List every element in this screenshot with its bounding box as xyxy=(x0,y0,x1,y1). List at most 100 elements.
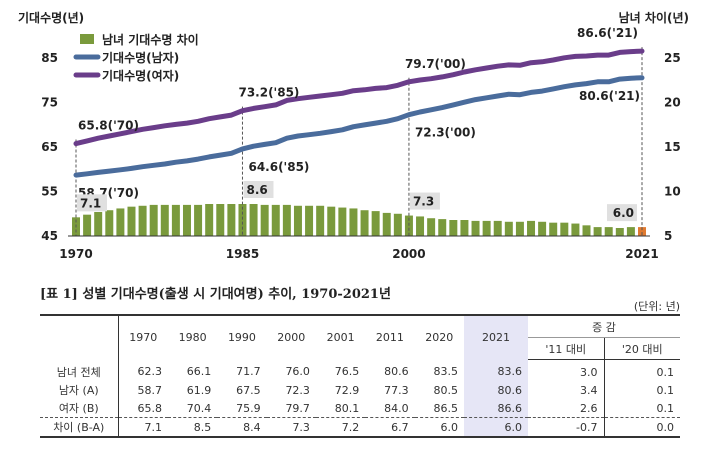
table-cell: 79.7 xyxy=(285,401,310,415)
gap-bar xyxy=(271,204,280,236)
gap-bar xyxy=(416,216,425,236)
gap-bar xyxy=(482,220,491,236)
change-col-header: '11 대비 xyxy=(528,337,604,360)
x-tick-label: 2000 xyxy=(392,247,425,261)
gap-bar xyxy=(116,208,125,236)
table-cell: 80.6 xyxy=(464,381,528,399)
year-header: 1980 xyxy=(167,314,218,360)
table-cell: 84.0 xyxy=(384,401,409,415)
table-row: 차이 (B-A) 7.1 8.5 8.4 7.3 7.2 6.7 6.0 6.0 -0.7 0.0 xyxy=(40,417,680,438)
gap-bar xyxy=(282,204,291,236)
annotations: 65.8('70)58.7('70)7.173.2('85)64.6('85)8… xyxy=(77,26,640,222)
table-cell: 62.3 xyxy=(117,359,168,381)
annotation-label: 80.6('21) xyxy=(579,89,640,103)
table-cell: 7.2 xyxy=(315,417,366,438)
gap-bar xyxy=(449,220,458,236)
gap-bar xyxy=(460,220,469,236)
gap-bar xyxy=(227,204,236,236)
change-cell: 0.1 xyxy=(603,399,680,418)
gap-bar xyxy=(160,204,169,236)
left-tick-label: 75 xyxy=(41,96,58,110)
table-cell: 76.5 xyxy=(334,365,360,379)
annotation-label: 8.6 xyxy=(246,183,267,197)
right-tick-label: 5 xyxy=(664,229,672,243)
gap-bar xyxy=(338,207,347,236)
gap-bar xyxy=(171,204,180,236)
table-row: 남자 (A) 58.7 61.9 67.5 72.3 72.9 77.3 80.5 80.6 3.… xyxy=(40,381,680,399)
right-axis-title: 남녀 차이(년) xyxy=(619,10,689,25)
gap-bar xyxy=(260,204,269,236)
gap-bar xyxy=(182,204,191,236)
gap-bar xyxy=(371,211,380,236)
table-cell: 66.1 xyxy=(186,365,212,379)
table-cell: 8.4 xyxy=(217,417,267,438)
annotation-label: 65.8('70) xyxy=(78,119,139,133)
right-tick-label: 20 xyxy=(664,96,681,110)
table-caption: [표 1] 성별 기대수명(출생 시 기대여명) 추이, 1970-2021년 xyxy=(40,287,391,302)
table-cell: 83.6 xyxy=(464,359,528,381)
annotation-label: 79.7('00) xyxy=(405,57,466,71)
gap-bar xyxy=(560,222,569,236)
annotation-label: 64.6('85) xyxy=(248,160,309,174)
left-tick-label: 65 xyxy=(41,140,58,154)
annotation-label: 73.2('85) xyxy=(238,86,299,100)
gap-bar xyxy=(493,220,502,236)
gap-bar xyxy=(327,206,336,236)
change-cell: 2.6 xyxy=(580,401,598,415)
gap-bar xyxy=(438,219,447,236)
legend-label: 기대수명(남자) xyxy=(102,50,179,65)
year-header: 1970 xyxy=(117,314,168,360)
gap-bar xyxy=(149,204,158,236)
table-cell: 80.1 xyxy=(334,401,360,415)
gap-bar xyxy=(249,204,258,236)
legend-swatch xyxy=(80,34,94,44)
row-label: 남자 (A) xyxy=(58,384,99,397)
gap-bar xyxy=(504,221,513,236)
gap-bar xyxy=(604,227,613,236)
annotation-label: 6.0 xyxy=(613,206,634,220)
table-cell: 70.4 xyxy=(186,401,212,415)
gap-bar xyxy=(471,220,480,236)
table-cell: 71.7 xyxy=(236,365,261,379)
table-row: 여자 (B) 65.8 70.4 75.9 79.7 80.1 84.0 86.5 86.6 2.… xyxy=(40,399,680,418)
table-cell: 8.5 xyxy=(167,417,218,438)
gap-label-box xyxy=(607,204,637,222)
right-tick-label: 10 xyxy=(664,185,681,199)
left-tick-label: 55 xyxy=(41,185,58,199)
gap-bars xyxy=(72,204,646,236)
gap-bar xyxy=(626,227,635,236)
x-tick-label: 2021 xyxy=(625,247,658,261)
table-cell: 80.5 xyxy=(433,383,459,397)
gap-bar xyxy=(615,228,624,236)
table-cell: 86.6 xyxy=(464,399,528,418)
table-cell: 6.0 xyxy=(414,417,464,438)
right-tick-label: 15 xyxy=(664,140,681,154)
table-cell: 58.7 xyxy=(117,381,168,399)
year-header: 1990 xyxy=(217,314,267,360)
change-col-header: '20 대비 xyxy=(603,337,680,360)
gap-bar xyxy=(293,205,302,236)
year-header: 2000 xyxy=(266,314,316,360)
x-tick-label: 1970 xyxy=(59,247,92,261)
gap-bar xyxy=(593,227,602,236)
male-line xyxy=(73,75,645,178)
gap-bar xyxy=(305,205,314,236)
gap-bar xyxy=(382,212,391,236)
gap-bar xyxy=(638,227,646,236)
life-lines xyxy=(73,48,645,178)
table-cell: 67.5 xyxy=(236,383,261,397)
gap-bar xyxy=(83,214,92,236)
life-expectancy-chart: 기대수명(년) 남녀 차이(년) 45 55 65 75 85 5 10 15 20 25 19… xyxy=(18,10,689,261)
gap-bar xyxy=(515,221,524,236)
legend-label: 남녀 기대수명 차이 xyxy=(102,32,199,47)
change-cell: 3.4 xyxy=(580,383,598,397)
year-header: 2011 xyxy=(365,314,415,360)
gap-bar xyxy=(538,221,547,236)
gap-bar xyxy=(527,220,536,236)
table-cell: 61.9 xyxy=(186,383,212,397)
row-label: 남녀 전체 xyxy=(56,365,101,379)
gap-bar xyxy=(138,205,147,236)
table-cell: 76.0 xyxy=(285,365,310,379)
female-line xyxy=(73,48,645,147)
